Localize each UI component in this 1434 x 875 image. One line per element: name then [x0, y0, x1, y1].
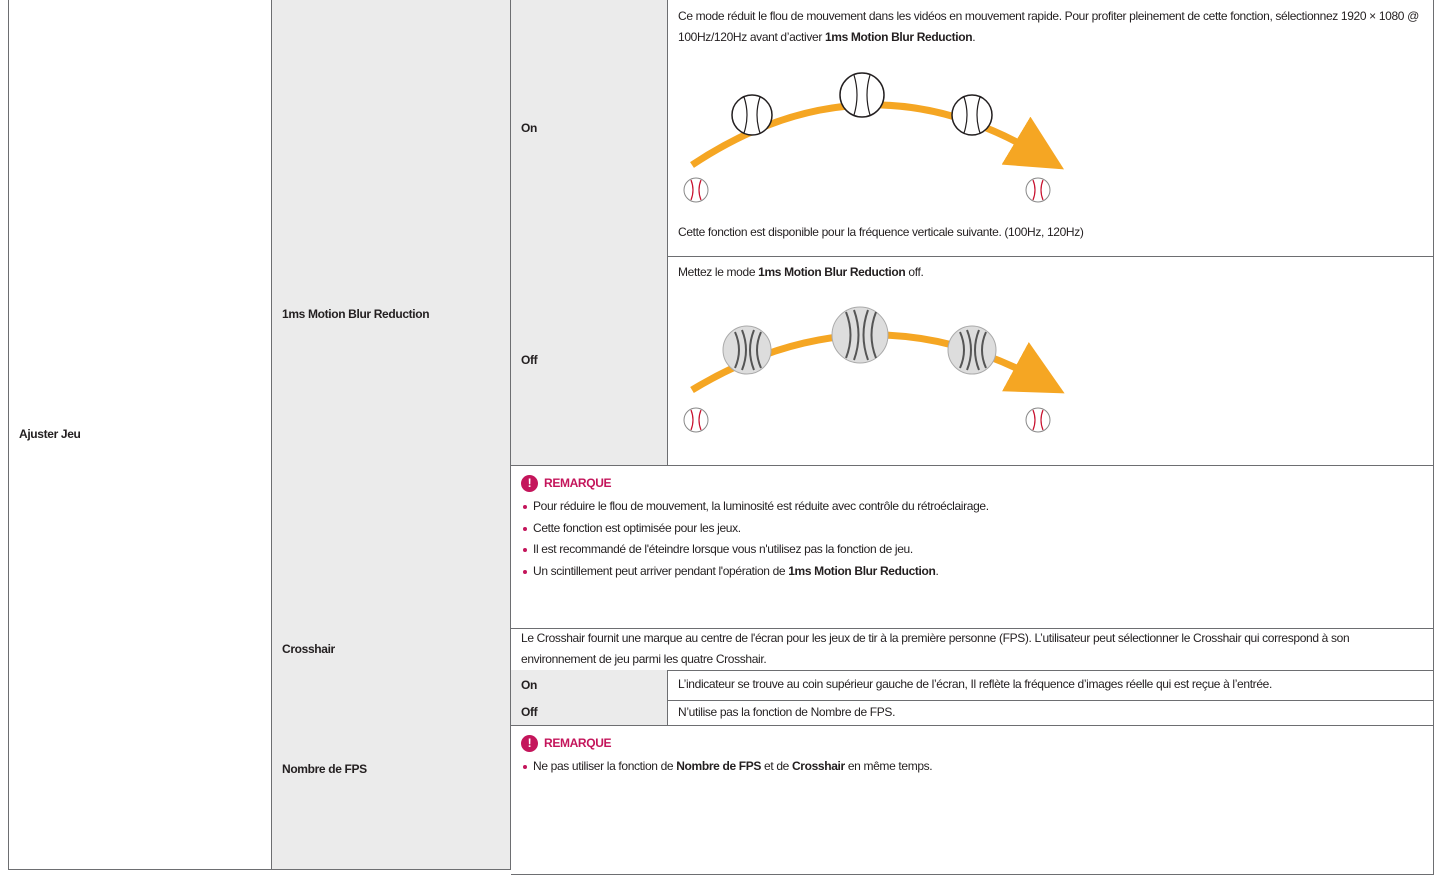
note: Cette fonction est disponible pour la fr… — [678, 225, 1084, 239]
remarque-item: Un scintillement peut arriver pendant l'… — [521, 561, 1423, 583]
off-cell: Off — [511, 256, 668, 466]
remarque-list: Pour réduire le flou de mouvement, la lu… — [521, 496, 1423, 582]
description: Mettez le mode 1ms Motion Blur Reduction… — [678, 262, 1423, 283]
option-name: 1ms Motion Blur Reduction — [282, 306, 430, 321]
remarque-title-text: REMARQUE — [544, 736, 612, 750]
text: en même temps. — [844, 759, 933, 773]
description: L’indicateur se trouve au coin supérieur… — [678, 677, 1272, 691]
text: Mettez le mode — [678, 265, 759, 279]
on-description-cell: Ce mode réduit le flou de mouvement dans… — [668, 0, 1434, 257]
option-name: Nombre de FPS — [282, 762, 367, 776]
on-cell: On — [511, 0, 668, 257]
text: Un scintillement peut arriver pendant l'… — [533, 563, 789, 578]
text: Il est recommandé de l'éteindre lorsque … — [533, 542, 913, 556]
off-description-cell: Mettez le mode 1ms Motion Blur Reduction… — [668, 256, 1434, 466]
crosshair-description-cell: Le Crosshair fournit une marque au centr… — [511, 628, 1434, 671]
remarque-title: ! REMARQUE — [521, 733, 1423, 754]
text: et de — [761, 759, 792, 773]
bold-text: 1ms Motion Blur Reduction — [758, 265, 906, 279]
crosshair-cell: Crosshair — [272, 628, 511, 671]
motion-blur-cell: 1ms Motion Blur Reduction — [272, 0, 511, 629]
remarque-title-text: REMARQUE — [544, 476, 612, 490]
text: Ce mode réduit le flou de mouvement dans… — [678, 9, 1419, 44]
page: { "menu": "Ajuster Jeu", "motion_blur": … — [8, 0, 1434, 875]
text: Cette fonction est optimisée pour les je… — [533, 520, 741, 535]
menu-cell: Ajuster Jeu — [8, 0, 272, 870]
remarque-item: Il est recommandé de l'éteindre lorsque … — [521, 539, 1423, 561]
text: . — [935, 563, 939, 578]
text: off. — [905, 265, 924, 279]
bold-text: Crosshair — [791, 759, 845, 773]
remarque-box: ! REMARQUE Ne pas utiliser la fonction de… — [511, 725, 1434, 875]
option-name: Crosshair — [282, 641, 335, 656]
fps-on-cell: On — [511, 670, 668, 701]
option-label: Off — [521, 353, 538, 367]
text: . — [972, 30, 976, 44]
illustration-on — [683, 72, 1065, 203]
remarque-box: ! REMARQUE Pour réduire le flou de mouvem… — [511, 465, 1434, 629]
remarque-list: Ne pas utiliser la fonction de Nombre de… — [521, 756, 1423, 778]
remarque-item: Pour réduire le flou de mouvement, la lu… — [521, 496, 1423, 518]
description: N’utilise pas la fonction de Nombre de F… — [678, 705, 896, 719]
option-label: Off — [521, 705, 538, 719]
description: Le Crosshair fournit une marque au centr… — [521, 631, 1350, 666]
fps-on-description: L’indicateur se trouve au coin supérieur… — [668, 670, 1434, 701]
remarque-title: ! REMARQUE — [521, 473, 1423, 494]
remarque-item: Cette fonction est optimisée pour les je… — [521, 518, 1423, 540]
description: Ce mode réduit le flou de mouvement dans… — [678, 6, 1423, 48]
bold-text: Nombre de FPS — [676, 759, 762, 773]
option-label: On — [521, 120, 537, 135]
menu-label: Ajuster Jeu — [19, 427, 81, 441]
bold-text: 1ms Motion Blur Reduction — [788, 563, 936, 578]
text: Ne pas utiliser la fonction de — [533, 759, 677, 773]
fps-off-description: N’utilise pas la fonction de Nombre de F… — [668, 700, 1434, 726]
illustration-off — [683, 306, 1065, 433]
option-label: On — [521, 677, 537, 692]
bold-text: 1ms Motion Blur Reduction — [824, 30, 973, 44]
remarque-item: Ne pas utiliser la fonction de Nombre de… — [521, 756, 1423, 778]
text: Pour réduire le flou de mouvement, la lu… — [533, 499, 989, 513]
fps-off-cell: Off — [511, 700, 668, 726]
fps-cell: Nombre de FPS — [272, 670, 511, 870]
